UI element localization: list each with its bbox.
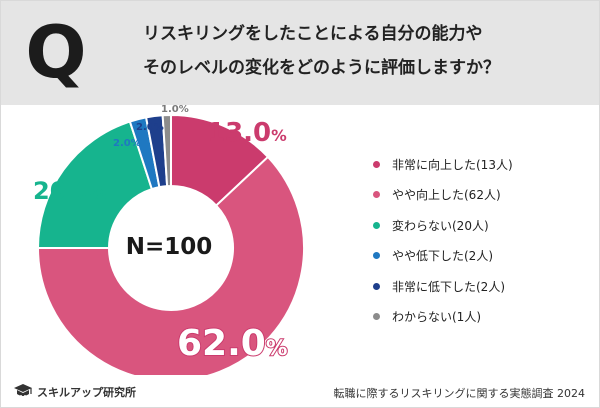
legend-label: 非常に向上した(13人) [392,157,513,172]
legend-label: わからない(1人) [392,310,481,324]
brand-name: スキルアップ研究所 [37,386,136,399]
legend-label: やや向上した(62人) [392,188,501,202]
legend-dot-very-declined [373,282,380,290]
legend-dot-somewhat-improved [373,191,380,198]
slice-unknown [161,113,172,188]
legend-label: 非常に低下した(2人) [392,279,505,294]
slice-label-unknown: 1.0% [161,104,189,115]
legend-item: 非常に低下した(2人) [373,278,583,294]
legend-dot-unknown [373,313,380,320]
sample-size-label: N=100 [125,234,213,260]
legend-dot-somewhat-declined [373,252,380,259]
graduation-cap-icon [14,384,32,397]
donut-chart [36,113,305,375]
legend-dot-very-improved [373,160,380,168]
slice-label-somewhat-declined: 2.0% [113,138,141,149]
legend-label: 変わらない(20人) [392,218,489,233]
legend-item: 変わらない(20人) [373,217,583,233]
legend-item: やや低下した(2人) [373,248,583,264]
donut-slices [36,113,305,375]
survey-title: 転職に際するリスキリングに関する実態調査 2024 [333,387,586,400]
question-header: Q リスキリングをしたことによる自分の能力や そのレベルの変化をどのように評価し… [1,1,599,105]
legend-item: やや向上した(62人) [373,187,583,203]
slice-label-very-improved: 13.0% [207,118,287,148]
legend-item: 非常に向上した(13人) [373,156,583,172]
slice-somewhat-improved [36,155,305,375]
legend-label: やや低下した(2人) [392,249,493,263]
question-line-2: そのレベルの変化をどのように評価しますか？ [143,58,500,78]
brand-logo: スキルアップ研究所 [13,382,136,402]
chart-legend: 非常に向上した(13人) やや向上した(62人) 変わらない(20人) やや低下… [373,156,583,339]
slice-unchanged [36,120,154,249]
slice-label-unchanged: 20.0% [33,177,107,205]
question-badge: Q [25,10,87,94]
slice-label-somewhat-improved: 62.0% [176,322,288,365]
legend-item: わからない(1人) [373,309,583,325]
slice-label-very-declined: 2.0% [136,122,164,133]
question-text: リスキリングをしたことによる自分の能力や そのレベルの変化をどのように評価します… [143,17,583,85]
legend-dot-unchanged [373,221,380,229]
question-line-1: リスキリングをしたことによる自分の能力や [143,24,483,44]
